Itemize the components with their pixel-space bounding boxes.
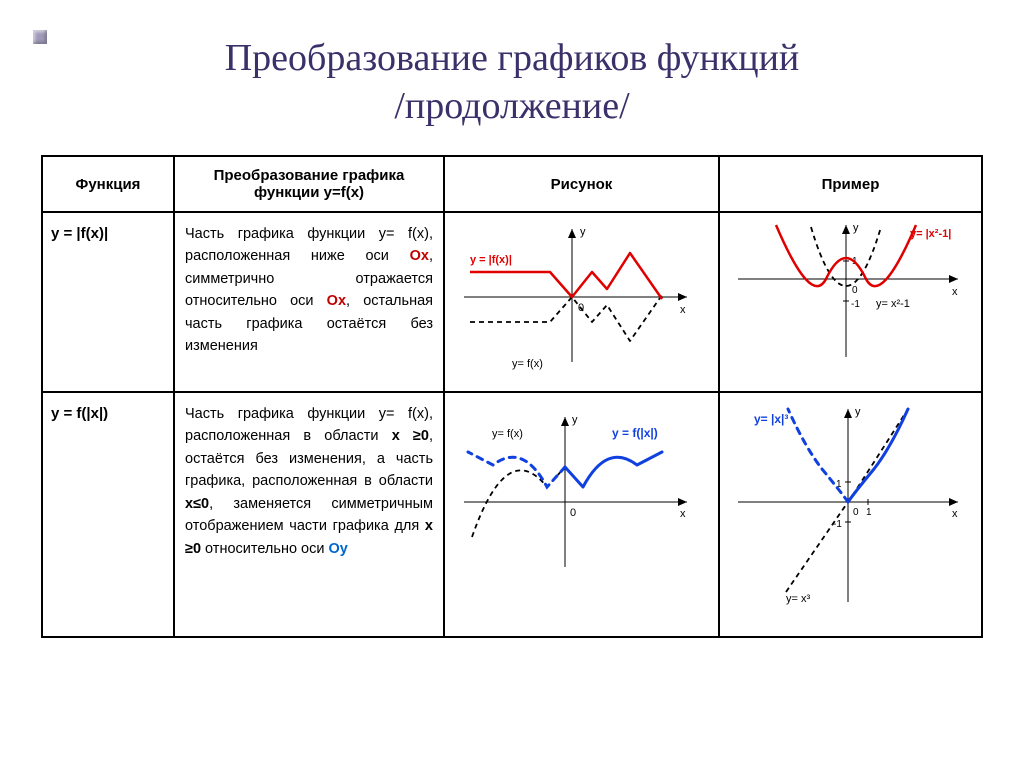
label-transformed: y = f(|x|) [612, 426, 658, 440]
function-cell: y = |f(x)| [42, 212, 174, 392]
label-original: y= f(x) [512, 358, 543, 370]
table-row: y = |f(x)| Часть графика функции y= f(x)… [42, 212, 982, 392]
title-line-1: Преобразование графиков функций [225, 37, 800, 79]
axis-tick: -1 [833, 519, 842, 530]
figure-graph-f-abs-x: y x 0 y= f(x) y = f(|x|) [452, 397, 712, 607]
label-original: y= x²-1 [876, 298, 910, 310]
header-function: Функция [42, 156, 174, 212]
axis-label-x: x [952, 286, 958, 298]
title-bullet [33, 30, 47, 44]
label-original: y= f(x) [492, 428, 523, 440]
curve-transformed [776, 225, 826, 286]
desc-text: Часть графика функции y= f(x), расположе… [185, 226, 433, 264]
axis-label-y: y [580, 226, 586, 238]
desc-ox: Ox [410, 248, 429, 264]
desc-text: , заменяется симметричным отображением ч… [185, 496, 433, 534]
transform-table: Функция Преобразование графика функции y… [41, 155, 983, 638]
title-line-2: /продолжение/ [394, 85, 629, 127]
axis-label-zero: 0 [852, 285, 858, 296]
curve-transformed [565, 452, 662, 487]
axis-label-zero: 0 [853, 507, 859, 518]
axis-tick: 1 [866, 507, 872, 518]
header-example: Пример [719, 156, 982, 212]
example-cell: y x 0 1 -1 y= |x²-1| y= x²-1 [719, 212, 982, 392]
desc-oy: Oy [329, 541, 348, 557]
curve-original [470, 295, 662, 341]
header-figure: Рисунок [444, 156, 719, 212]
table-row: y = f(|x|) Часть графика функции y= f(x)… [42, 392, 982, 637]
label-transformed: y= |x|³ [754, 412, 788, 426]
label-transformed: y = |f(x)| [470, 254, 512, 266]
axis-label-x: x [680, 304, 686, 316]
table-header-row: Функция Преобразование графика функции y… [42, 156, 982, 212]
example-cell: y x 0 1 1 -1 y= |x|³ y= x³ [719, 392, 982, 637]
example-graph-abs-x-cubed: y x 0 1 1 -1 y= |x|³ y= x³ [726, 397, 976, 632]
example-graph-abs-parabola: y x 0 1 -1 y= |x²-1| y= x²-1 [726, 217, 976, 387]
description-cell: Часть графика функции y= f(x), расположе… [174, 392, 444, 637]
axis-tick: -1 [851, 299, 860, 310]
slide: Преобразование графиков функций /продолж… [0, 0, 1024, 767]
label-original: y= x³ [786, 593, 810, 605]
figure-cell: y x 0 y= f(x) y = f(|x|) [444, 392, 719, 637]
function-cell: y = f(|x|) [42, 392, 174, 637]
header-description: Преобразование графика функции y=f(x) [174, 156, 444, 212]
axis-label-x: x [680, 508, 686, 520]
desc-bold: x≤0 [185, 496, 209, 512]
label-transformed: y= |x²-1| [910, 228, 951, 240]
axis-label-y: y [853, 222, 859, 234]
figure-graph-abs-f: y x 0 y = |f(x)| y= f(x) [452, 217, 712, 387]
axis-label-y: y [572, 414, 578, 426]
curve-transformed [866, 225, 916, 286]
figure-cell: y x 0 y = |f(x)| y= f(x) [444, 212, 719, 392]
curve-mirrored [468, 452, 565, 487]
curve-mirrored [788, 409, 848, 502]
axis-label-x: x [952, 508, 958, 520]
desc-ox: Ox [327, 293, 346, 309]
description-cell: Часть графика функции y= f(x), расположе… [174, 212, 444, 392]
axis-label-zero: 0 [570, 507, 576, 519]
slide-title: Преобразование графиков функций /продолж… [25, 35, 999, 130]
desc-bold: x ≥0 [392, 428, 429, 444]
axis-label-y: y [855, 406, 861, 418]
desc-text: относительно оси [201, 541, 328, 557]
